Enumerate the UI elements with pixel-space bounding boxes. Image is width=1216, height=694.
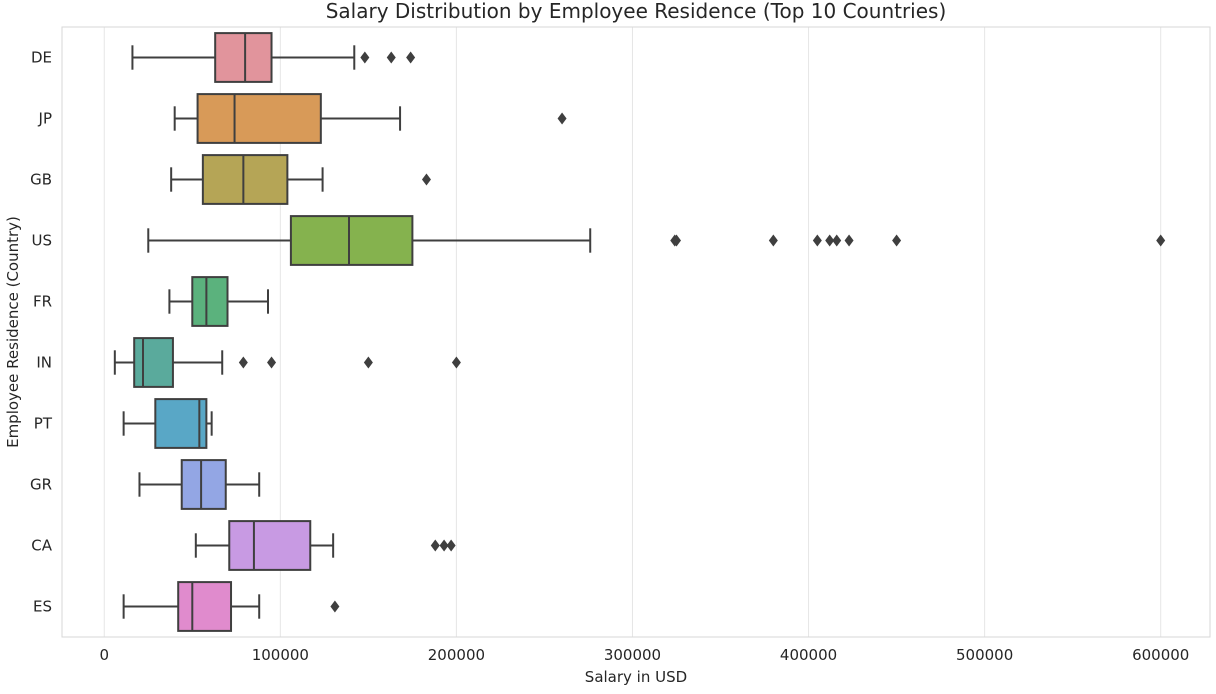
x-tick-label: 600000 bbox=[1132, 646, 1189, 664]
outlier-point bbox=[671, 234, 681, 247]
iqr-box bbox=[154, 398, 208, 449]
iqr-box bbox=[196, 93, 322, 144]
outlier-point bbox=[1156, 234, 1166, 247]
box-CA bbox=[194, 520, 456, 571]
y-tick-label: FR bbox=[33, 293, 52, 311]
tick-labels: 0 100000 200000 300000 400000 500000 600000 DE J… bbox=[30, 49, 1189, 665]
outlier-point bbox=[557, 112, 567, 125]
box-GR bbox=[138, 459, 261, 510]
box-JP bbox=[173, 93, 567, 144]
outlier-point bbox=[446, 539, 456, 552]
outlier-point bbox=[386, 51, 396, 64]
y-tick-label: IN bbox=[36, 354, 52, 372]
iqr-box bbox=[201, 154, 289, 205]
boxes bbox=[113, 32, 1166, 632]
iqr-box bbox=[180, 459, 227, 510]
outlier-point bbox=[832, 234, 842, 247]
x-tick-label: 500000 bbox=[956, 646, 1013, 664]
outlier-point bbox=[330, 600, 340, 613]
outlier-point bbox=[430, 539, 440, 552]
outlier-point bbox=[238, 356, 248, 369]
iqr-box bbox=[228, 520, 312, 571]
y-tick-label: ES bbox=[33, 598, 52, 616]
x-tick-label: 200000 bbox=[428, 646, 485, 664]
y-tick-label: PT bbox=[34, 415, 53, 433]
y-tick-label: GB bbox=[30, 171, 52, 189]
box-US bbox=[147, 215, 1166, 266]
y-tick-label: GR bbox=[30, 476, 52, 494]
box-ES bbox=[122, 581, 340, 632]
y-tick-label: DE bbox=[31, 49, 52, 67]
outlier-point bbox=[812, 234, 822, 247]
y-tick-label: JP bbox=[38, 110, 52, 128]
box-PT bbox=[122, 398, 213, 449]
outlier-point bbox=[360, 51, 370, 64]
x-tick-label: 0 bbox=[99, 646, 109, 664]
iqr-box bbox=[133, 337, 174, 388]
outlier-point bbox=[439, 539, 449, 552]
iqr-box bbox=[191, 276, 229, 327]
chart-title: Salary Distribution by Employee Residenc… bbox=[326, 0, 947, 23]
y-tick-label: CA bbox=[31, 537, 52, 555]
outlier-point bbox=[844, 234, 854, 247]
plot-area bbox=[61, 26, 1211, 638]
outlier-point bbox=[451, 356, 461, 369]
outlier-point bbox=[892, 234, 902, 247]
iqr-box bbox=[177, 581, 233, 632]
y-axis-label: Employee Residence (Country) bbox=[4, 216, 22, 448]
outlier-point bbox=[267, 356, 277, 369]
outlier-point bbox=[363, 356, 373, 369]
outlier-point bbox=[406, 51, 416, 64]
iqr-box bbox=[214, 32, 273, 83]
x-tick-label: 100000 bbox=[252, 646, 309, 664]
y-tick-label: US bbox=[31, 232, 52, 250]
outlier-point bbox=[768, 234, 778, 247]
x-axis-label: Salary in USD bbox=[585, 668, 687, 686]
box-IN bbox=[113, 337, 461, 388]
x-tick-label: 300000 bbox=[604, 646, 661, 664]
outlier-point bbox=[421, 173, 431, 186]
box-GB bbox=[170, 154, 431, 205]
box-DE bbox=[131, 32, 416, 83]
x-tick-label: 400000 bbox=[780, 646, 837, 664]
box-FR bbox=[168, 276, 270, 327]
iqr-box bbox=[289, 215, 414, 266]
outlier-point bbox=[825, 234, 835, 247]
